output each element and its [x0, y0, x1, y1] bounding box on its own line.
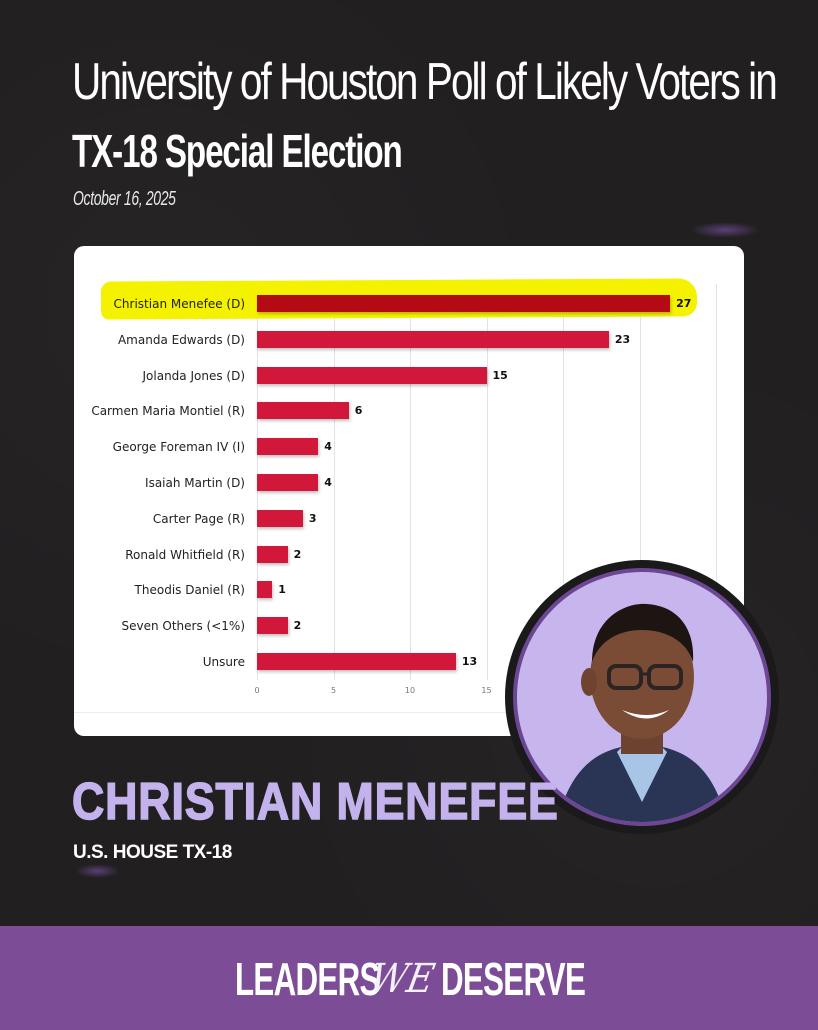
category-label: Isaiah Martin (D) [145, 476, 245, 490]
bar [257, 438, 319, 456]
bar [257, 295, 671, 312]
bar [257, 330, 609, 348]
x-tick-label: 0 [254, 686, 260, 695]
bar-value-label: 13 [461, 655, 478, 668]
footer-banner [0, 926, 818, 1030]
gridline [639, 284, 641, 680]
gridline [563, 284, 564, 680]
bar-value-label: 4 [324, 476, 332, 489]
brand-word-left: LEADERS [235, 953, 380, 1005]
title-line-1: University of Houston Poll of Likely Vot… [72, 53, 778, 111]
category-label: Jolanda Jones (D) [142, 368, 246, 383]
category-label: Unsure [202, 655, 245, 669]
bar-row: Jolanda Jones (D) 15 [74, 366, 744, 386]
category-label: Christian Menefee (D) [113, 297, 245, 311]
bar-row: Amanda Edwards (D) 23 [74, 330, 744, 350]
bar-value-label: 2 [293, 619, 302, 633]
bar [257, 474, 319, 491]
category-label: Amanda Edwards (D) [117, 332, 245, 347]
category-label: Carmen Maria Montiel (R) [91, 404, 245, 419]
bar-value-label: 2 [293, 547, 302, 561]
bar [257, 617, 288, 635]
brand-logo: LEADERS WE DESERVE [235, 953, 653, 1005]
gridline [486, 284, 488, 680]
bar [257, 545, 288, 563]
poll-date: October 16, 2025 [73, 188, 176, 210]
bar-value-label: 3 [308, 511, 317, 525]
x-tick-label: 5 [330, 686, 337, 695]
bar-value-label: 23 [614, 332, 631, 346]
x-tick-label: 15 [481, 686, 492, 695]
candidate-name: CHRISTIAN MENEFEE [71, 772, 559, 832]
category-label: Theodis Daniel (R) [134, 583, 245, 598]
gridline [333, 284, 335, 680]
candidate-office: U.S. HOUSE TX-18 [73, 842, 232, 863]
bar [257, 509, 303, 527]
candidate-photo [513, 568, 771, 826]
gridline [716, 284, 717, 680]
bar-value-label: 1 [278, 583, 286, 597]
divider [74, 712, 744, 713]
bar-row: Christian Menefee (D) 27 [74, 294, 744, 314]
bar-row: Unsure 13 [74, 652, 744, 672]
bar-chart: Christian Menefee (D) 27 Amanda Edwards (D… [74, 246, 744, 736]
title-line-2: TX-18 Special Election [72, 125, 403, 177]
decorative-glow [690, 222, 760, 238]
x-tick-label: 10 [404, 686, 416, 695]
bar [257, 581, 273, 599]
brand-word-we: WE [366, 956, 439, 1002]
bar-row: Ronald Whitfield (R) 2 [74, 545, 744, 565]
brand-word-right: DESERVE [441, 953, 586, 1005]
category-label: Ronald Whitfield (R) [125, 547, 245, 562]
bar-row: Carmen Maria Montiel (R) 6 [74, 401, 744, 421]
portrait-illustration-icon [557, 603, 727, 822]
bar-value-label: 15 [492, 368, 508, 382]
bar-value-label: 6 [354, 404, 363, 418]
bar [257, 402, 349, 420]
bar [257, 366, 487, 384]
category-label: Carter Page (R) [152, 511, 245, 526]
category-label: George Foreman IV (I) [112, 440, 245, 455]
bar-row: Carter Page (R) 3 [74, 509, 744, 529]
bar-value-label: 27 [676, 297, 692, 310]
category-label: Seven Others (<1%) [121, 619, 246, 634]
bar-row: Theodis Daniel (R) 1 [74, 580, 744, 600]
bar-value-label: 4 [324, 440, 332, 454]
bar-row: Seven Others (<1%) 2 [74, 616, 744, 636]
gridline [410, 284, 411, 680]
chart-card: Christian Menefee (D) 27 Amanda Edwards (D… [74, 246, 744, 736]
decorative-glow [75, 864, 120, 878]
bar-row: George Foreman IV (I) 4 [74, 437, 744, 457]
bar-row: Isaiah Martin (D) 4 [74, 473, 744, 493]
bar [257, 653, 456, 670]
